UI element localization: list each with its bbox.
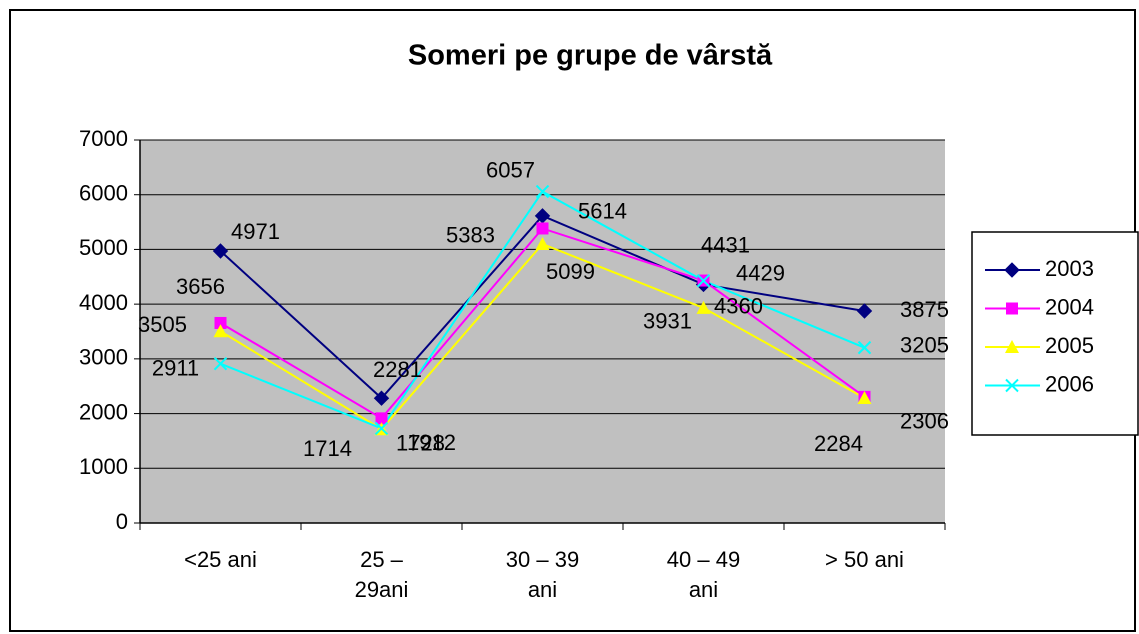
marker — [856, 303, 873, 319]
legend-marker — [1006, 302, 1018, 315]
marker — [213, 324, 228, 338]
data-label: 3875 — [900, 297, 949, 322]
data-label: 3205 — [900, 332, 949, 357]
y-tick-label: 3000 — [79, 345, 128, 370]
marker — [214, 316, 227, 329]
marker — [857, 340, 872, 355]
y-tick-label: 7000 — [79, 126, 128, 151]
legend-marker — [1004, 262, 1020, 278]
marker — [375, 412, 388, 425]
data-label: 5383 — [446, 222, 495, 247]
marker — [535, 237, 550, 251]
legend-label: 2005 — [1045, 333, 1094, 358]
marker — [857, 391, 872, 405]
data-label: 4431 — [701, 232, 750, 257]
x-tick-label: 40 – 49 ani — [666, 547, 741, 602]
data-label: 2281 — [373, 357, 422, 382]
x-tick-label: <25 ani — [184, 547, 257, 572]
y-tick-label: 1000 — [79, 454, 128, 479]
data-label: 6057 — [486, 157, 535, 182]
data-label: 3505 — [138, 312, 187, 337]
legend-label: 2006 — [1045, 371, 1094, 396]
data-label: 1728 — [396, 430, 445, 455]
y-tick-label: 2000 — [79, 399, 128, 424]
legend-marker — [1005, 378, 1019, 393]
data-label: 4360 — [714, 293, 763, 318]
marker — [696, 273, 711, 288]
x-tick-label: 25 – 29ani — [354, 547, 409, 602]
x-tick-label: > 50 ani — [825, 547, 904, 572]
data-label: 5099 — [546, 259, 595, 284]
legend — [971, 231, 1139, 436]
y-tick-label: 0 — [116, 509, 128, 534]
y-tick-label: 5000 — [79, 235, 128, 260]
data-label: 1912 — [407, 430, 456, 455]
marker — [696, 300, 711, 314]
data-label: 4971 — [231, 219, 280, 244]
plot-area — [140, 140, 945, 523]
data-label: 2306 — [900, 409, 949, 434]
marker — [535, 184, 550, 199]
y-tick-label: 4000 — [79, 290, 128, 315]
data-label: 5614 — [578, 199, 627, 224]
data-label: 4429 — [736, 260, 785, 285]
data-label: 3931 — [643, 309, 692, 334]
legend-label: 2003 — [1045, 256, 1094, 281]
data-label: 2284 — [814, 431, 863, 456]
legend-label: 2004 — [1045, 294, 1094, 319]
marker — [373, 390, 390, 406]
y-tick-label: 6000 — [79, 181, 128, 206]
data-label: 3656 — [176, 274, 225, 299]
marker — [212, 243, 229, 259]
legend-marker — [1005, 340, 1019, 353]
marker — [536, 222, 549, 235]
marker — [213, 357, 228, 371]
marker — [374, 421, 389, 436]
x-tick-label: 30 – 39 ani — [505, 547, 580, 602]
data-label: 1714 — [303, 436, 352, 461]
data-label: 2911 — [152, 356, 199, 381]
chart-title: Someri pe grupe de vârstă — [408, 40, 773, 72]
